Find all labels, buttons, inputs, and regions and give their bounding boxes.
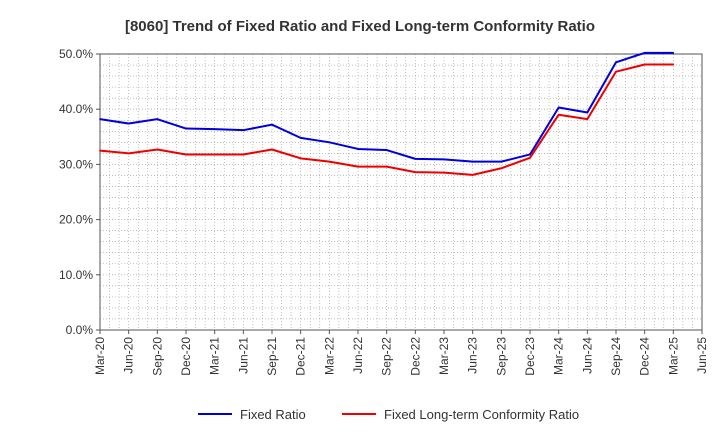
data-point <box>99 149 101 152</box>
x-tick-label: Mar-24 <box>552 337 566 375</box>
y-axis: 0.0% 10.0% 20.0% 30.0% 40.0% 50.0% <box>59 47 100 337</box>
data-point <box>185 127 187 130</box>
y-tick-label: 0.0% <box>66 323 94 337</box>
data-point <box>500 160 503 163</box>
data-point <box>529 153 531 156</box>
x-tick-label: Dec-23 <box>523 337 537 376</box>
x-axis: Mar-20 Jun-20 Sep-20 Dec-20 Mar-21 Jun-21 Sep-… <box>93 330 709 376</box>
x-tick-label: Mar-25 <box>666 337 680 375</box>
x-tick-label: Dec-22 <box>408 337 422 376</box>
x-tick-label: Sep-23 <box>494 337 508 376</box>
data-point <box>529 156 531 159</box>
data-point <box>271 123 273 126</box>
x-tick-label: Jun-24 <box>580 337 594 374</box>
data-point <box>443 171 445 174</box>
x-tick-label: Dec-21 <box>294 337 308 376</box>
x-tick-label: Jun-22 <box>351 337 365 374</box>
data-point <box>672 52 675 54</box>
x-tick-label: Sep-20 <box>150 337 164 376</box>
data-point <box>471 174 474 176</box>
data-point <box>99 118 101 120</box>
plot-area <box>99 53 703 331</box>
data-point <box>328 141 331 144</box>
y-tick-label: 30.0% <box>59 157 93 171</box>
x-tick-label: Sep-22 <box>380 337 394 376</box>
y-tick-label: 40.0% <box>59 102 93 116</box>
data-point <box>385 165 388 168</box>
x-tick-label: Jun-20 <box>122 337 136 374</box>
grid-lines <box>100 54 702 330</box>
legend-label-2: Fixed Long-term Conformity Ratio <box>384 407 579 422</box>
data-point <box>357 148 359 150</box>
data-point <box>414 171 417 173</box>
data-point <box>385 149 388 151</box>
x-tick-label: Dec-20 <box>179 337 193 376</box>
data-point <box>328 160 331 163</box>
chart-title: [8060] Trend of Fixed Ratio and Fixed Lo… <box>125 18 595 35</box>
legend: Fixed Ratio Fixed Long-term Conformity Ra… <box>198 407 579 422</box>
data-point <box>127 152 130 155</box>
data-point <box>443 158 445 161</box>
y-tick-label: 10.0% <box>59 268 93 282</box>
series-group <box>99 51 675 176</box>
data-point <box>299 157 302 160</box>
data-point <box>672 63 675 66</box>
x-tick-label: Jun-21 <box>236 337 250 374</box>
data-point <box>615 61 617 64</box>
data-point <box>271 148 273 151</box>
data-point <box>185 153 187 156</box>
data-point <box>156 148 159 151</box>
data-point <box>557 106 560 109</box>
data-point <box>242 129 245 131</box>
x-tick-label: Sep-24 <box>609 337 623 376</box>
data-point <box>127 122 130 125</box>
data-point <box>557 113 560 116</box>
y-tick-label: 20.0% <box>59 213 93 227</box>
data-point <box>643 52 646 54</box>
data-point <box>643 63 646 66</box>
data-point <box>471 160 474 163</box>
data-point <box>615 70 617 73</box>
data-point <box>586 111 589 114</box>
legend-label-1: Fixed Ratio <box>240 407 306 422</box>
x-tick-label: Jun-23 <box>466 337 480 374</box>
data-point <box>156 118 159 120</box>
x-tick-label: Mar-23 <box>437 337 451 375</box>
x-tick-label: Mar-21 <box>208 337 222 375</box>
x-tick-label: Mar-22 <box>322 337 336 375</box>
x-tick-label: Mar-20 <box>93 337 107 375</box>
data-point <box>213 128 216 130</box>
data-point <box>500 167 503 170</box>
data-point <box>414 158 417 160</box>
data-point <box>357 165 359 168</box>
data-point <box>586 118 589 120</box>
x-tick-label: Dec-24 <box>638 337 652 376</box>
x-tick-label: Sep-21 <box>265 337 279 376</box>
data-point <box>299 137 302 139</box>
data-point <box>242 153 245 156</box>
x-tick-label: Jun-25 <box>695 337 709 374</box>
y-tick-label: 50.0% <box>59 47 93 61</box>
data-point <box>213 153 216 156</box>
